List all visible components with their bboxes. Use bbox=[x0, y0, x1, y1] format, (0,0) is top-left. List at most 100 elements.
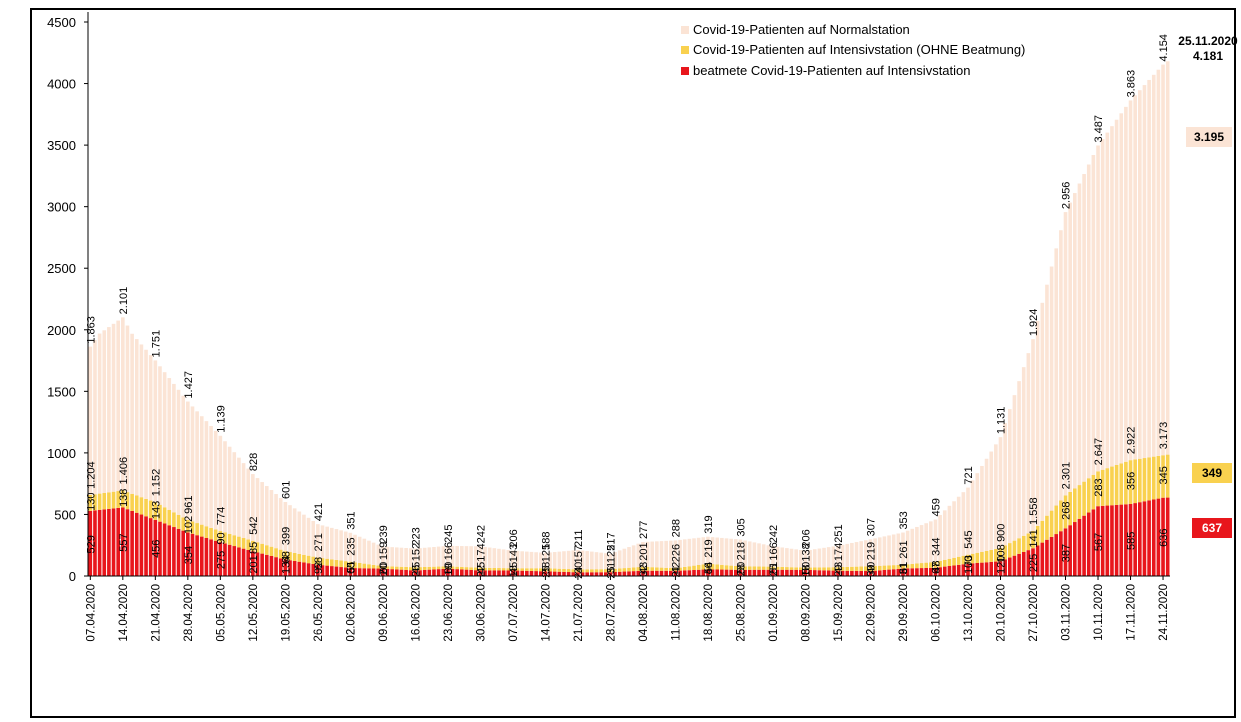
bar-normal bbox=[288, 505, 292, 553]
legend-label: Covid-19-Patienten auf Intensivstation (… bbox=[693, 42, 1025, 57]
bar-normal bbox=[1003, 423, 1007, 546]
bar-normal bbox=[887, 535, 891, 566]
bar-vent bbox=[306, 563, 311, 576]
bar-vent bbox=[905, 568, 910, 576]
bar-icu bbox=[125, 492, 130, 510]
bar-icu bbox=[868, 566, 873, 572]
bar-vent bbox=[989, 561, 994, 576]
bar-vent bbox=[148, 518, 153, 576]
icu-label: 46 bbox=[703, 562, 715, 574]
bar-icu bbox=[580, 569, 585, 573]
bar-normal bbox=[316, 524, 320, 558]
bar-normal bbox=[1119, 113, 1124, 464]
bar-icu bbox=[88, 494, 93, 511]
bar-normal bbox=[102, 330, 107, 493]
normal-label: 961 bbox=[183, 496, 195, 514]
bar-icu bbox=[329, 559, 334, 567]
bar-icu bbox=[190, 521, 195, 534]
bar-normal bbox=[850, 542, 854, 567]
y-tick-label: 3000 bbox=[47, 200, 76, 215]
bar-vent bbox=[864, 571, 868, 576]
bar-icu bbox=[111, 491, 116, 509]
bar-icu bbox=[775, 566, 780, 570]
bar-normal bbox=[1147, 79, 1151, 458]
x-tick-label: 12.05.2020 bbox=[248, 584, 260, 642]
bar-vent bbox=[93, 510, 97, 576]
bar-vent bbox=[199, 536, 204, 576]
icu-label: 138 bbox=[118, 489, 130, 507]
bar-vent bbox=[357, 568, 362, 576]
normal-label: 900 bbox=[996, 524, 1008, 542]
bar-icu bbox=[1119, 463, 1124, 505]
bar-icu bbox=[952, 557, 956, 566]
bar-icu bbox=[552, 568, 557, 572]
bar-icu bbox=[682, 566, 687, 571]
bar-vent bbox=[209, 539, 213, 576]
bar-normal bbox=[158, 366, 162, 505]
bar-normal bbox=[599, 552, 603, 570]
x-tick-label: 17.11.2020 bbox=[1126, 584, 1138, 641]
bar-icu bbox=[497, 568, 501, 571]
bar-vent bbox=[947, 566, 952, 576]
bar-normal bbox=[729, 538, 733, 566]
bar-normal bbox=[464, 546, 469, 568]
bar-vent bbox=[952, 565, 956, 576]
vent-label: 50 bbox=[800, 562, 812, 574]
bar-normal bbox=[204, 421, 209, 527]
bar-vent bbox=[134, 512, 139, 576]
bar-vent bbox=[1147, 500, 1151, 576]
bar-vent bbox=[460, 569, 464, 576]
bar-normal bbox=[636, 543, 641, 568]
bar-normal bbox=[970, 480, 975, 554]
bar-vent bbox=[877, 570, 882, 576]
bar-icu bbox=[153, 502, 158, 520]
bar-normal bbox=[520, 551, 525, 569]
bar-icu bbox=[975, 552, 980, 563]
bar-icu bbox=[1072, 488, 1077, 523]
normal-label: 261 bbox=[898, 540, 910, 558]
bar-vent bbox=[1017, 553, 1021, 576]
bar-vent bbox=[1035, 545, 1040, 576]
icu-label: 68 bbox=[280, 551, 292, 563]
x-tick-label: 21.04.2020 bbox=[150, 584, 162, 642]
bar-vent bbox=[446, 568, 450, 576]
bar-vent bbox=[278, 558, 283, 576]
bar-icu bbox=[121, 490, 125, 508]
x-tick-label: 23.06.2020 bbox=[443, 584, 455, 642]
bar-icu bbox=[237, 536, 241, 548]
bar-normal bbox=[552, 552, 557, 569]
bar-vent bbox=[130, 510, 134, 576]
last-normal-label-box bbox=[1186, 127, 1232, 147]
bar-vent bbox=[269, 555, 274, 576]
bar-normal bbox=[706, 536, 710, 564]
normal-label: 1.406 bbox=[118, 457, 130, 485]
vent-label: 40 bbox=[865, 562, 877, 574]
bar-normal bbox=[989, 451, 994, 550]
bar-normal bbox=[608, 553, 613, 570]
bar-icu bbox=[1114, 464, 1119, 505]
bar-normal bbox=[1072, 193, 1077, 489]
bar-vent bbox=[348, 567, 353, 576]
bar-icu bbox=[961, 555, 966, 565]
bar-icu bbox=[246, 539, 251, 550]
bar-icu bbox=[534, 568, 538, 572]
bar-normal bbox=[339, 530, 343, 561]
bar-normal bbox=[427, 547, 432, 567]
bar-vent bbox=[822, 570, 826, 576]
bar-vent bbox=[320, 565, 325, 576]
bar-vent bbox=[743, 569, 747, 576]
x-tick-label: 05.05.2020 bbox=[215, 584, 227, 642]
normal-label: 1.558 bbox=[1028, 497, 1040, 525]
bar-icu bbox=[1105, 468, 1110, 506]
normal-label: 219 bbox=[703, 539, 715, 557]
bar-normal bbox=[1007, 409, 1012, 544]
bar-icu bbox=[1110, 466, 1114, 506]
bar-normal bbox=[297, 511, 302, 554]
y-tick-label: 500 bbox=[54, 507, 76, 522]
bar-vent bbox=[980, 562, 984, 576]
bar-normal bbox=[715, 537, 720, 565]
total-label: 3.863 bbox=[1126, 70, 1138, 98]
bar-normal bbox=[460, 546, 464, 567]
bar-normal bbox=[961, 492, 966, 556]
bar-icu bbox=[636, 567, 641, 571]
